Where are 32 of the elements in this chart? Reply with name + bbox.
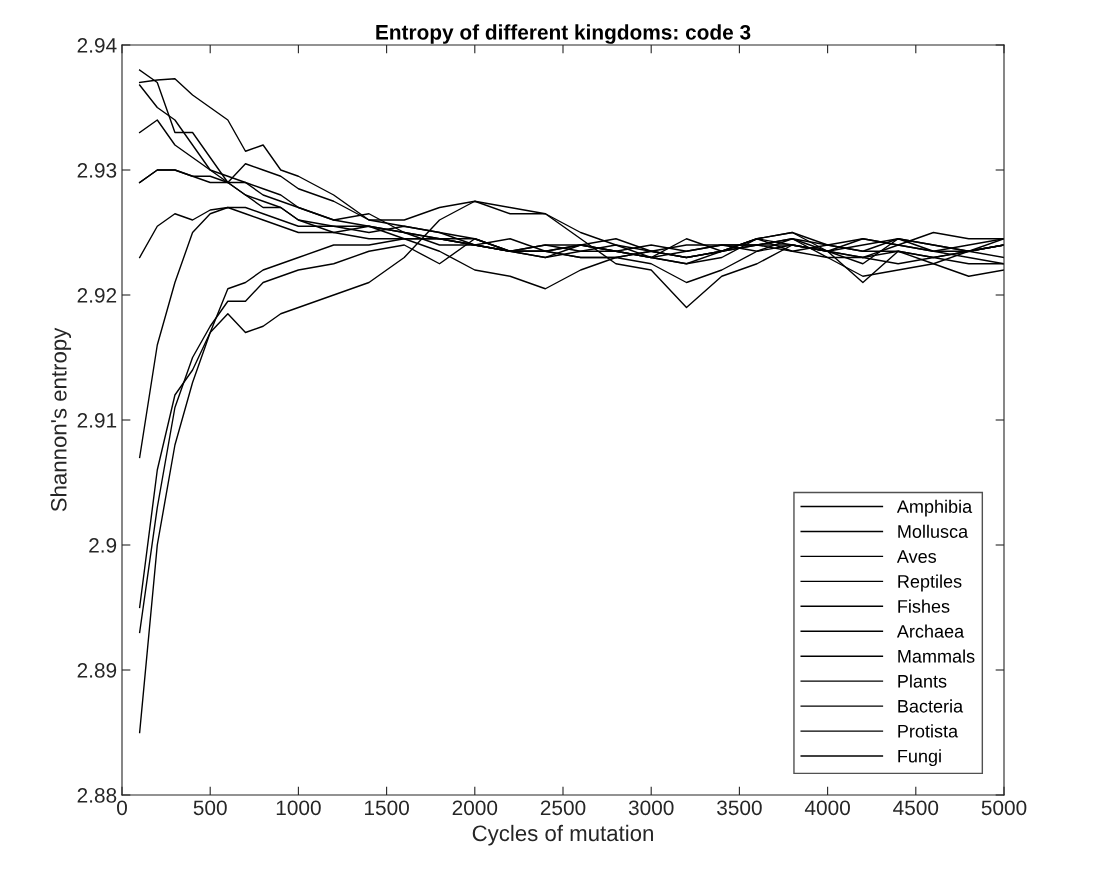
x-tick-label: 4000 [804, 800, 850, 816]
legend-label: Fishes [898, 599, 950, 613]
x-tick-label: 1500 [365, 800, 409, 816]
legend-label: Amphibia [896, 499, 973, 517]
x-tick-label: 2500 [540, 800, 586, 816]
x-tick-label: 5000 [981, 800, 1027, 816]
x-tick-label: 2000 [452, 800, 498, 816]
y-tick-label: 2.92 [77, 288, 117, 303]
chart-title: Entropy of different kingdoms: code 3 [376, 24, 751, 44]
x-tick-label: 4500 [893, 800, 939, 816]
x-tick-label: 0 [117, 800, 127, 816]
y-tick-label: 2.89 [77, 663, 117, 678]
y-axis-title: Shannon's entropy [50, 327, 72, 512]
x-tick-label: 500 [193, 800, 227, 816]
legend-label: Plants [898, 674, 947, 688]
legend-label: Mammals [898, 649, 975, 663]
y-tick-label: 2.94 [77, 38, 117, 53]
legend-label: Aves [896, 550, 937, 563]
x-tick-label: 1000 [276, 800, 321, 816]
legend-label: Bacteria [898, 699, 964, 713]
legend-label: Mollusca [898, 524, 969, 538]
x-axis-title: Cycles of mutation [472, 824, 653, 846]
legend-label: Reptiles [898, 574, 962, 592]
legend-label: Protista [898, 724, 959, 738]
legend-label: Archaea [896, 624, 965, 638]
y-tick-label: 2.9 [89, 538, 117, 553]
y-tick-label: 2.93 [77, 163, 117, 178]
legend-label: Fungi [898, 749, 941, 767]
x-tick-label: 3500 [717, 800, 762, 816]
x-tick-label: 3000 [628, 800, 674, 816]
y-tick-label: 2.91 [77, 413, 117, 428]
y-tick-label: 2.88 [77, 788, 117, 803]
